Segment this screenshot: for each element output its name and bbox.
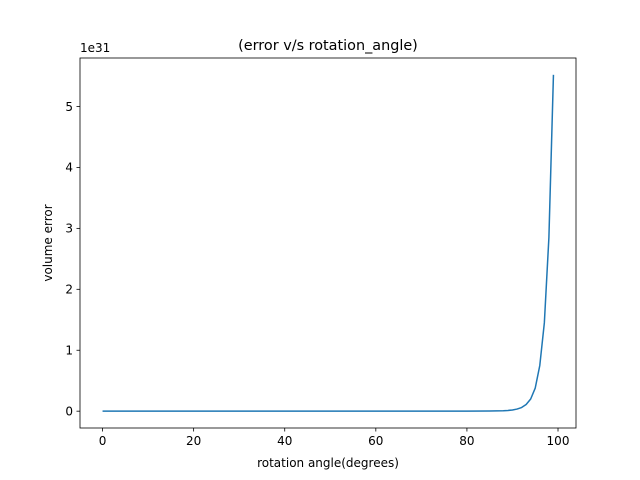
x-tick-label: 100	[547, 434, 570, 448]
y-tick-label: 0	[65, 404, 73, 418]
y-offset-label: 1e31	[80, 41, 110, 55]
y-axis-label: volume error	[41, 204, 55, 281]
chart-title: (error v/s rotation_angle)	[238, 38, 418, 54]
axes-frame	[79, 57, 577, 429]
x-tick-label: 0	[99, 434, 107, 448]
x-tick-label: 80	[459, 434, 474, 448]
y-tick-label: 1	[65, 344, 73, 358]
plot-area	[80, 58, 576, 428]
y-tick-label: 2	[65, 283, 73, 297]
x-axis-label: rotation angle(degrees)	[257, 456, 399, 470]
y-tick-label: 4	[65, 161, 73, 175]
x-tick-label: 60	[368, 434, 383, 448]
x-tick-label: 20	[186, 434, 201, 448]
x-tick-label: 40	[277, 434, 292, 448]
y-tick-label: 3	[65, 222, 73, 236]
series-line-0	[102, 74, 555, 412]
y-tick-label: 5	[65, 100, 73, 114]
